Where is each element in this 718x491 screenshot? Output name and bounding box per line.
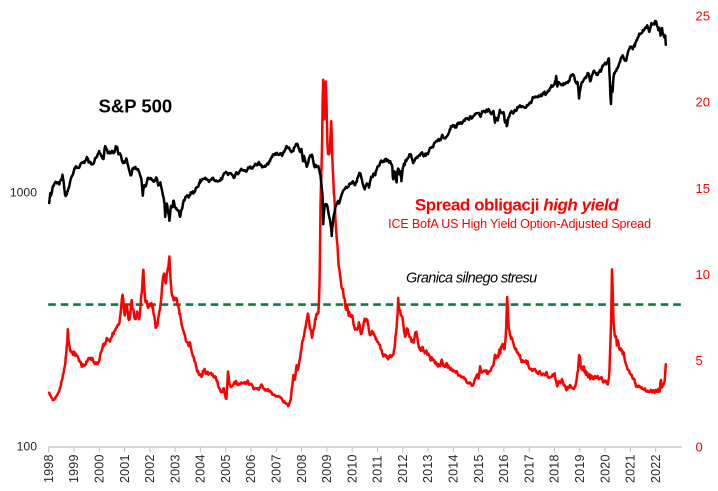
svg-text:2007: 2007 xyxy=(270,454,284,483)
svg-text:Granica silnego stresu: Granica silnego stresu xyxy=(406,271,537,287)
svg-text:2019: 2019 xyxy=(573,454,587,483)
svg-text:2004: 2004 xyxy=(194,454,208,483)
svg-text:0: 0 xyxy=(696,439,703,454)
svg-text:2008: 2008 xyxy=(295,454,309,483)
svg-text:1000: 1000 xyxy=(10,186,37,200)
svg-text:2013: 2013 xyxy=(421,454,435,483)
svg-text:2022: 2022 xyxy=(649,454,663,483)
svg-text:2016: 2016 xyxy=(497,454,511,483)
svg-text:2017: 2017 xyxy=(522,454,536,483)
svg-text:25: 25 xyxy=(696,8,710,23)
svg-text:2012: 2012 xyxy=(396,454,410,483)
svg-text:2001: 2001 xyxy=(118,454,132,483)
svg-text:5: 5 xyxy=(696,353,703,368)
svg-text:2006: 2006 xyxy=(244,454,258,483)
svg-text:2010: 2010 xyxy=(345,454,359,483)
svg-text:20: 20 xyxy=(696,95,710,110)
svg-text:1998: 1998 xyxy=(42,454,56,483)
svg-text:2009: 2009 xyxy=(320,454,334,483)
svg-text:15: 15 xyxy=(696,181,710,196)
svg-text:2020: 2020 xyxy=(598,454,612,483)
svg-text:2014: 2014 xyxy=(447,454,461,483)
svg-text:2011: 2011 xyxy=(371,455,385,483)
svg-text:2002: 2002 xyxy=(143,454,157,483)
svg-text:2005: 2005 xyxy=(219,454,233,483)
svg-text:2015: 2015 xyxy=(472,454,486,483)
svg-text:ICE BofA US High Yield Option-: ICE BofA US High Yield Option-Adjusted S… xyxy=(388,217,651,231)
svg-text:S&P 500: S&P 500 xyxy=(99,96,173,117)
svg-text:2000: 2000 xyxy=(93,454,107,483)
svg-text:Spread obligacji high yield: Spread obligacji high yield xyxy=(415,196,619,215)
svg-text:10: 10 xyxy=(696,267,710,282)
svg-text:1999: 1999 xyxy=(67,454,81,483)
svg-text:2021: 2021 xyxy=(624,454,638,483)
svg-text:2003: 2003 xyxy=(168,454,182,483)
svg-text:100: 100 xyxy=(17,440,38,454)
svg-text:2018: 2018 xyxy=(548,454,562,483)
